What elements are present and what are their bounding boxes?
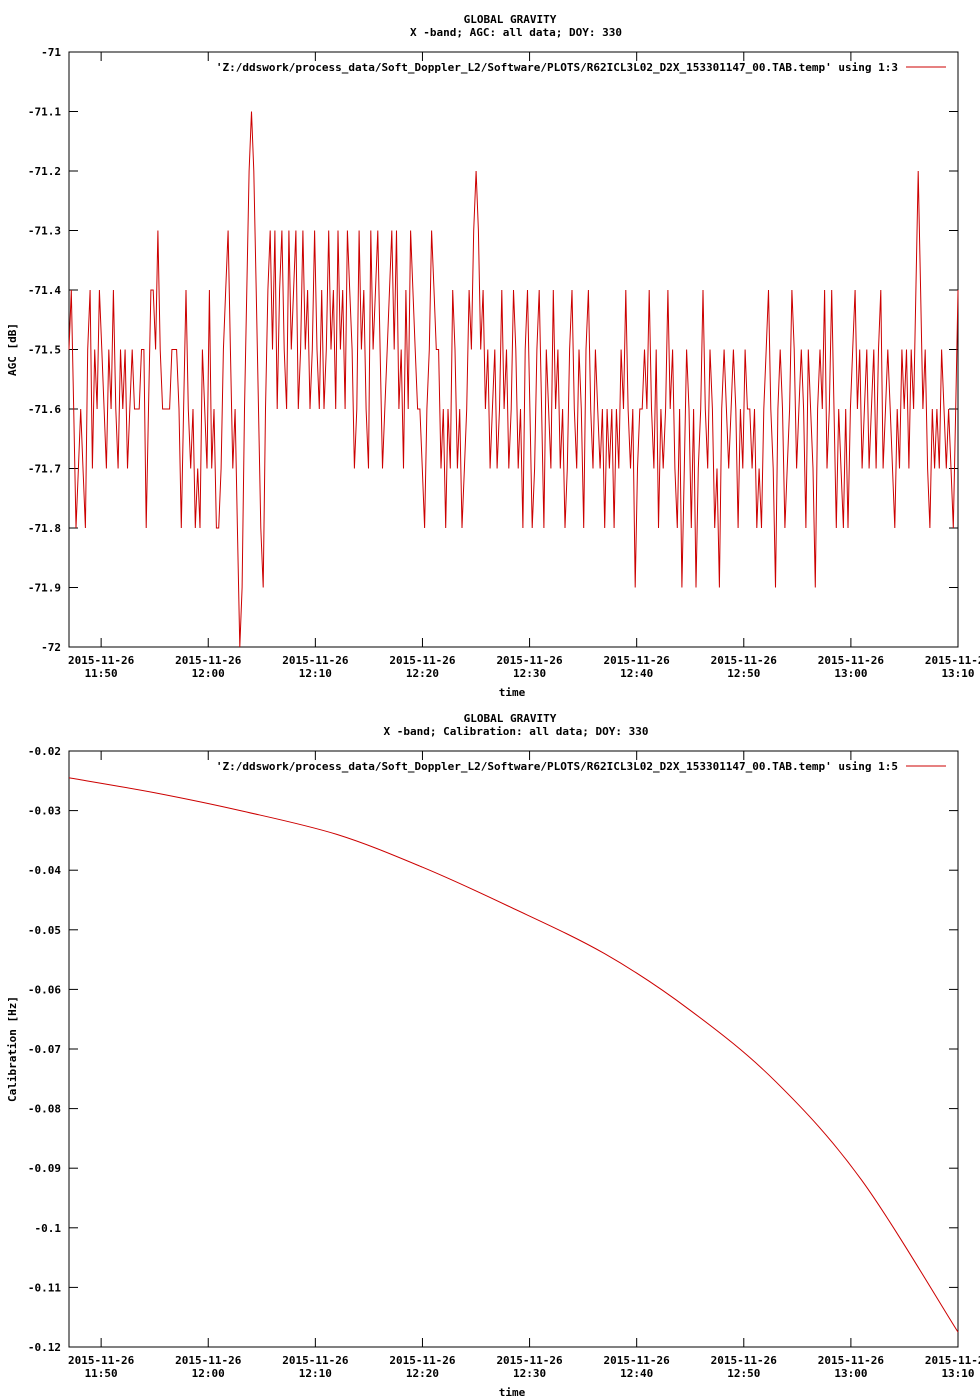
x-tick-label-time: 12:10 <box>299 1367 332 1380</box>
x-axis-label: time <box>499 686 526 699</box>
x-tick-label-date: 2015-11-26 <box>925 1354 980 1367</box>
y-tick-label: -0.07 <box>28 1043 61 1056</box>
x-tick-label-date: 2015-11-26 <box>282 1354 349 1367</box>
legend-label: 'Z:/ddswork/process_data/Soft_Doppler_L2… <box>216 760 898 773</box>
chart-title: GLOBAL GRAVITY <box>464 712 557 725</box>
y-tick-label: -0.02 <box>28 745 61 758</box>
y-tick-label: -71.8 <box>28 522 61 535</box>
y-tick-label: -72 <box>41 641 61 654</box>
x-tick-label-time: 12:50 <box>727 667 760 680</box>
x-tick-label-time: 12:40 <box>620 1367 653 1380</box>
y-tick-label: -0.04 <box>28 864 61 877</box>
x-tick-label-time: 12:30 <box>513 667 546 680</box>
x-tick-label-time: 12:20 <box>406 667 439 680</box>
y-tick-label: -0.1 <box>35 1222 62 1235</box>
x-tick-label-time: 12:00 <box>192 1367 225 1380</box>
y-tick-label: -71.1 <box>28 106 61 119</box>
x-tick-label-time: 12:20 <box>406 1367 439 1380</box>
x-tick-label-time: 13:00 <box>834 667 867 680</box>
x-tick-label-date: 2015-11-26 <box>389 1354 456 1367</box>
x-tick-label-date: 2015-11-26 <box>711 1354 778 1367</box>
y-axis-label: Calibration [Hz] <box>6 996 19 1102</box>
x-tick-label-time: 11:50 <box>85 667 118 680</box>
x-tick-label-time: 11:50 <box>85 1367 118 1380</box>
y-tick-label: -0.05 <box>28 924 61 937</box>
x-tick-label-time: 13:00 <box>834 1367 867 1380</box>
y-tick-label: -0.08 <box>28 1103 61 1116</box>
x-tick-label-time: 13:10 <box>941 667 974 680</box>
y-tick-label: -71.9 <box>28 582 61 595</box>
x-tick-label-date: 2015-11-26 <box>496 654 563 667</box>
x-tick-label-date: 2015-11-26 <box>68 654 135 667</box>
x-tick-label-date: 2015-11-26 <box>818 654 885 667</box>
x-tick-label-date: 2015-11-26 <box>604 1354 671 1367</box>
y-tick-label: -0.03 <box>28 805 61 818</box>
x-tick-label-date: 2015-11-26 <box>282 654 349 667</box>
x-tick-label-date: 2015-11-26 <box>496 1354 563 1367</box>
y-tick-label: -71.5 <box>28 344 61 357</box>
x-tick-label-date: 2015-11-26 <box>68 1354 135 1367</box>
legend-label: 'Z:/ddswork/process_data/Soft_Doppler_L2… <box>216 61 898 74</box>
x-axis-label: time <box>499 1386 526 1399</box>
y-axis-label: AGC [dB] <box>6 323 19 376</box>
x-tick-label-date: 2015-11-26 <box>175 1354 242 1367</box>
chart-title: GLOBAL GRAVITY <box>464 13 557 26</box>
x-tick-label-time: 12:50 <box>727 1367 760 1380</box>
data-series-line <box>68 111 959 648</box>
y-tick-label: -0.11 <box>28 1281 61 1294</box>
y-tick-label: -71.4 <box>28 284 61 297</box>
y-tick-label: -0.09 <box>28 1162 61 1175</box>
y-tick-label: -71.6 <box>28 403 61 416</box>
chart-subtitle: X -band; AGC: all data; DOY: 330 <box>410 26 622 39</box>
plot-area-border <box>68 750 959 1348</box>
chart-subtitle: X -band; Calibration: all data; DOY: 330 <box>384 725 649 738</box>
x-tick-label-time: 12:10 <box>299 667 332 680</box>
y-tick-label: -71.3 <box>28 225 61 238</box>
x-tick-label-date: 2015-11-26 <box>389 654 456 667</box>
x-tick-label-time: 12:40 <box>620 667 653 680</box>
x-tick-label-time: 12:30 <box>513 1367 546 1380</box>
x-tick-label-date: 2015-11-26 <box>175 654 242 667</box>
x-tick-label-date: 2015-11-26 <box>925 654 980 667</box>
y-tick-label: -71.2 <box>28 165 61 178</box>
x-tick-label-date: 2015-11-26 <box>818 1354 885 1367</box>
x-tick-label-date: 2015-11-26 <box>604 654 671 667</box>
data-series-line <box>68 777 959 1333</box>
x-tick-label-date: 2015-11-26 <box>711 654 778 667</box>
x-tick-label-time: 13:10 <box>941 1367 974 1380</box>
y-tick-label: -0.06 <box>28 983 61 996</box>
y-tick-label: -0.12 <box>28 1341 61 1354</box>
y-tick-label: -71 <box>41 46 61 59</box>
x-tick-label-time: 12:00 <box>192 667 225 680</box>
y-tick-label: -71.7 <box>28 463 61 476</box>
